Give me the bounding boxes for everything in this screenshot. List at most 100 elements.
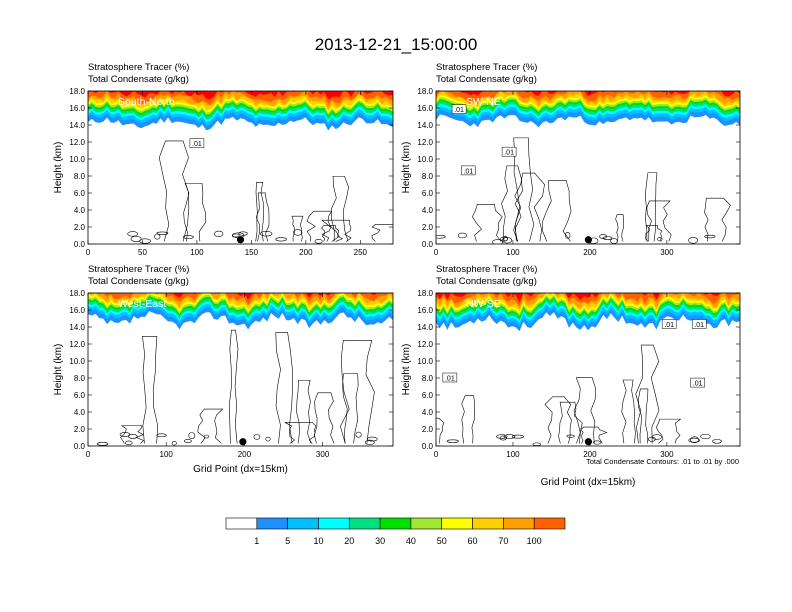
y-axis-label: Height (km) [401, 344, 412, 396]
xtick-label: 50 [138, 248, 147, 257]
location-marker [584, 236, 592, 244]
contour-blob [96, 442, 109, 446]
contour-blob [610, 238, 618, 244]
ytick-label: 10.0 [69, 357, 85, 366]
location-marker [236, 236, 245, 244]
ytick-label: 12.0 [417, 340, 433, 349]
contour-line [635, 344, 660, 444]
contour-line [436, 417, 445, 444]
ytick-label: 0.0 [74, 442, 86, 451]
contour-line [228, 329, 239, 444]
contour-line [513, 172, 545, 242]
xtick-label: 0 [434, 248, 439, 257]
contour-line [472, 203, 503, 242]
contour-line [255, 182, 264, 242]
xtick-label: 0 [86, 248, 91, 257]
xtick-label: 100 [506, 450, 520, 459]
xtick-label: 100 [506, 248, 520, 257]
contour-line [644, 172, 658, 242]
plot-frame [435, 292, 741, 447]
contour-blob [688, 237, 698, 244]
subtitle-condensate: Total Condensate (g/kg) [436, 276, 537, 287]
tracer-band-9 [436, 293, 740, 307]
contour-blob [214, 230, 224, 237]
contour-line [615, 214, 624, 242]
contour-blob [156, 231, 169, 235]
x-axis-label: Grid Point (dx=15km) [541, 477, 636, 488]
plot-frame [87, 292, 394, 447]
tracer-band-10 [436, 293, 740, 303]
contour-blob [651, 434, 662, 440]
xtick-label: 100 [190, 248, 204, 257]
contour-line [645, 225, 663, 242]
contour-label: .01 [463, 168, 473, 175]
contour-line [183, 183, 207, 242]
colorbar-label: 50 [437, 536, 447, 546]
colorbar-swatch [348, 517, 381, 530]
subtitle-tracer: Stratosphere Tracer (%) [88, 62, 189, 73]
contour-blob [366, 436, 378, 442]
ytick-label: 14.0 [69, 121, 85, 130]
ytick-label: 8.0 [422, 374, 434, 383]
colorbar-swatch [503, 517, 535, 530]
contour-blob [700, 433, 711, 440]
contour-blob [446, 439, 459, 443]
y-axis-label: Height (km) [401, 142, 412, 194]
contour-blob [690, 436, 699, 444]
contour-label-box [442, 372, 458, 383]
contour-blob [532, 442, 541, 446]
panel-label: NW-SE [466, 298, 501, 310]
contour-label: .01 [693, 381, 703, 388]
contour-blob [314, 238, 323, 244]
contour-blob [712, 439, 722, 444]
tracer-band-10 [436, 91, 740, 97]
ytick-label: 8.0 [74, 172, 86, 181]
contour-line [142, 335, 159, 444]
plot-frame [435, 90, 741, 245]
contour-line [291, 215, 304, 242]
x-axis-label: Grid Point (dx=15km) [193, 464, 288, 475]
ytick-label: 18.0 [69, 87, 85, 96]
contour-blob [182, 235, 194, 239]
contour-blob [511, 434, 524, 439]
ytick-label: 2.0 [74, 425, 86, 434]
contour-label-box [501, 146, 517, 157]
subtitle-condensate: Total Condensate (g/kg) [88, 74, 189, 85]
contour-line [573, 377, 596, 444]
contour-label-box [661, 319, 677, 329]
panel-south-north: .01 South-North Stratosphere Tracer (%)Tot… [53, 62, 394, 257]
colorbar-label: 1 [254, 536, 259, 546]
ytick-label: 14.0 [417, 121, 433, 130]
contour-blob [599, 234, 607, 239]
ytick-label: 4.0 [74, 408, 86, 417]
subtitle-condensate: Total Condensate (g/kg) [88, 276, 189, 287]
xtick-label: 200 [583, 450, 597, 459]
contour-blob [260, 231, 273, 237]
tracer-band-9 [88, 91, 393, 106]
ytick-label: 16.0 [417, 306, 433, 315]
xtick-label: 100 [160, 450, 174, 459]
contour-blob [253, 434, 261, 440]
ytick-label: 10.0 [69, 155, 85, 164]
contour-line [580, 426, 608, 444]
ytick-label: 6.0 [422, 189, 434, 198]
colorbar-swatch [472, 517, 504, 530]
xtick-label: 0 [86, 450, 91, 459]
contour-line [313, 392, 335, 444]
ytick-label: 0.0 [74, 240, 86, 249]
ytick-label: 2.0 [422, 425, 434, 434]
y-axis-label: Height (km) [53, 142, 64, 194]
subtitle-tracer: Stratosphere Tracer (%) [436, 264, 537, 275]
condensate-contours [127, 140, 393, 244]
colorbar-label: 40 [406, 536, 416, 546]
xtick-label: 200 [583, 248, 597, 257]
contour-blob [125, 440, 133, 446]
tracer-band-10 [88, 293, 393, 300]
contour-blob [704, 234, 716, 239]
colorbar-swatch [533, 517, 566, 530]
contour-line [158, 140, 190, 242]
contour-blob [156, 433, 167, 438]
colorbar-swatch [225, 517, 258, 530]
contour-blob [503, 434, 516, 439]
